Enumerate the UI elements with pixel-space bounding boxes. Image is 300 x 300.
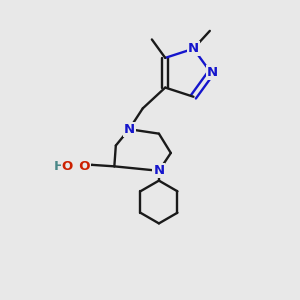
Text: H: H xyxy=(59,160,70,173)
Text: N: N xyxy=(124,123,135,136)
Text: O: O xyxy=(70,160,91,173)
Text: N: N xyxy=(207,66,218,79)
Text: N: N xyxy=(153,164,164,177)
Text: O: O xyxy=(61,160,73,173)
Text: N: N xyxy=(188,42,199,55)
Text: H: H xyxy=(54,160,65,173)
